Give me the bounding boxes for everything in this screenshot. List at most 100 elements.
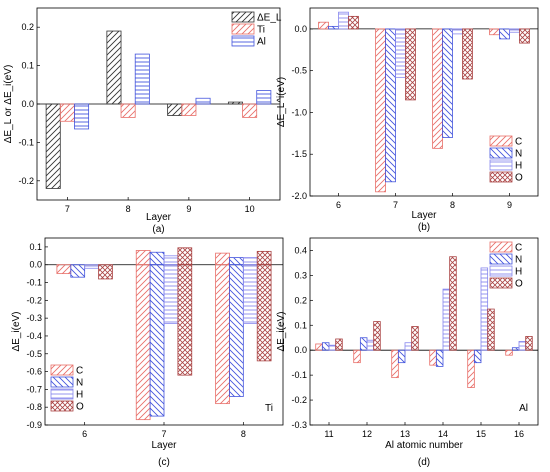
x-axis-label: Layer [411,210,437,221]
x-tick-label: 13 [400,429,410,439]
x-tick-label: 6 [336,200,341,210]
y-tick-label: 0.0 [21,99,34,109]
y-tick-label: 0.0 [294,345,307,355]
legend-label-N: N [76,378,83,389]
y-tick-label: -0.8 [26,402,42,412]
plot-frame [309,237,539,426]
bar-N-15 [473,349,482,364]
bar-N-8 [229,264,244,397]
legend-swatch-N [489,147,513,159]
x-tick-label: 6 [82,429,87,439]
legend-swatch-EL [231,11,255,23]
y-tick-label: -0.2 [26,295,42,305]
y-tick-label: 0.0 [29,260,42,270]
bar-N-7 [149,264,165,417]
legend-label-EL: ΔE_L [257,13,282,24]
bar-O-6 [98,264,113,280]
legend-swatch-C [489,135,513,147]
legend-swatch-N [489,253,513,265]
x-tick-label: 7 [65,204,70,214]
bar-pos-H-7 [163,255,179,266]
y-tick-label: -0.5 [26,349,42,359]
bar-N-9 [499,28,510,40]
bar-H-7 [395,28,406,78]
bar-EL-10 [227,101,243,105]
bar-C-7 [135,264,151,421]
legend-label-C: C [515,137,522,148]
legend-label-O: O [515,173,523,184]
bar-EL-7 [45,103,61,189]
x-tick-label: 10 [245,204,255,214]
bar-C-15 [467,349,475,389]
bar-O-8 [256,264,272,362]
chart-panel-c: -0.9 -0.8 -0.7 -0.6 -0.5 -0.4 -0.3 -0.2 -0.1 0.0 0… [11,237,284,468]
bar-C-9 [489,28,500,36]
bar-C-14 [429,349,437,366]
bar-O-14 [449,256,457,351]
legend-label-Ti: Ti [257,25,265,36]
x-tick-label: 12 [362,429,372,439]
legend-swatch-O [50,400,74,412]
y-tick-label: -1.0 [291,107,307,117]
y-tick-label: -0.7 [26,384,42,394]
legend-swatch-O [489,171,513,183]
bar-pos-O-8 [256,250,272,266]
x-tick-label: 9 [507,200,512,210]
bar-C-16 [505,349,513,356]
x-tick-label: 7 [161,429,166,439]
y-tick-label: -0.1 [26,278,42,288]
panel-annotation: Al [519,403,528,414]
y-axis-label: ΔE_i(eV) [276,311,287,351]
x-axis-label: Layer [151,440,177,451]
chart-panel-b: -2.0 -1.5 -1.0 -0.5 0.0 6 7 8 9 Layer ΔE_L^i(eV) (b… [276,7,539,233]
bar-Ti-9 [181,103,197,116]
x-tick-label: 8 [450,200,455,210]
legend-label-Al: Al [257,37,266,48]
bar-pos-C-8 [215,252,230,266]
bar-C-12 [353,349,361,364]
bar-C-8 [432,28,443,149]
bar-N-16 [511,347,520,351]
legend-swatch-Al [231,35,255,47]
y-tick-label: 0.1 [294,320,307,330]
bar-N-13 [397,349,406,364]
y-tick-label: -0.1 [18,137,34,147]
x-tick-label: 11 [324,429,333,439]
y-tick-label: 0.1 [29,242,42,252]
bar-Ti-7 [59,103,75,122]
panel-caption: (b) [418,222,430,233]
y-tick-label: 0.0 [294,24,307,34]
bar-O-6 [348,15,359,30]
legend-swatch-H [489,159,513,171]
legend-label-H: H [76,390,83,401]
bar-O-13 [411,326,419,351]
y-tick-label: 0.2 [21,22,34,32]
y-tick-label: -1.5 [291,149,307,159]
bar-Ti-10 [242,103,258,118]
y-tick-label: 0.3 [294,270,307,280]
y-axis-label: ΔE_L or ΔE_i(eV) [3,65,14,144]
bar-C-8 [215,264,230,405]
y-tick-label: 0.2 [294,295,307,305]
bar-H-14 [442,288,451,351]
legend-label-N: N [515,149,522,160]
bar-Al-9 [195,97,211,105]
legend-label-H: H [515,267,522,278]
x-axis-label: Layer [146,212,172,223]
bar-Ti-8 [120,103,136,118]
panel-caption: (a) [152,224,164,235]
bar-O-9 [519,28,530,44]
x-tick-label: 7 [393,200,398,210]
x-tick-label: 16 [514,429,524,439]
legend-label-C: C [76,366,83,377]
bar-pos-N-8 [229,257,244,266]
bar-N-6 [328,25,339,30]
y-tick-label: -0.9 [26,420,42,430]
chart-panel-a: -0.2 -0.1 0.0 0.1 0.2 7 8 9 10 Layer ΔE_L or ΔE_i(… [3,7,282,235]
bar-N-12 [359,337,368,351]
x-axis-label: Al atomic number [385,440,463,451]
y-tick-label: -0.2 [18,176,34,186]
bar-H-16 [518,341,527,351]
